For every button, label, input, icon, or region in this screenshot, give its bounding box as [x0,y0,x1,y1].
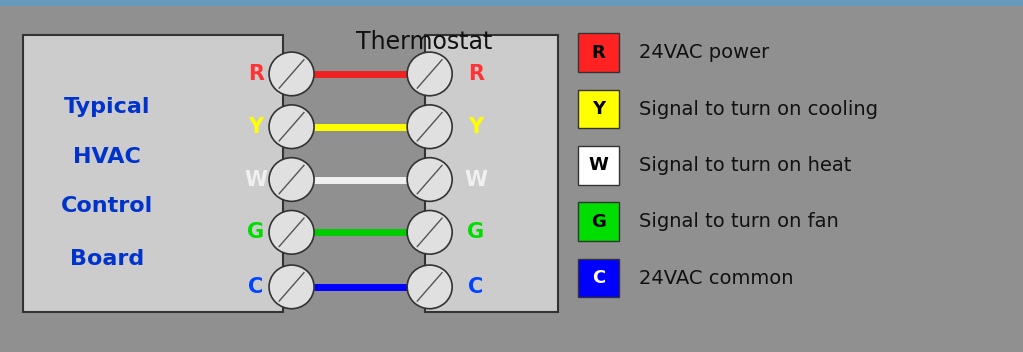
Ellipse shape [269,52,314,96]
Text: Signal to turn on cooling: Signal to turn on cooling [639,100,879,119]
Text: 24VAC power: 24VAC power [639,43,769,62]
Bar [578,146,619,185]
Text: G: G [468,222,484,242]
Text: HVAC: HVAC [74,147,141,166]
Text: Y: Y [249,117,263,137]
Ellipse shape [407,265,452,309]
Text: Y: Y [592,100,605,118]
Text: R: R [468,64,484,84]
Text: 24VAC common: 24VAC common [639,269,794,288]
Text: C: C [469,277,483,297]
Ellipse shape [269,265,314,309]
Text: W: W [464,170,487,189]
Text: C: C [249,277,263,297]
Text: Signal to turn on heat: Signal to turn on heat [639,156,852,175]
Bar [425,35,558,312]
Text: W: W [588,156,609,175]
Ellipse shape [407,210,452,254]
Text: W: W [244,170,267,189]
Ellipse shape [407,105,452,149]
Text: C: C [592,269,605,287]
Bar [578,259,619,297]
Text: Thermostat: Thermostat [356,30,493,54]
Bar [578,90,619,128]
Text: Board: Board [71,249,144,269]
Text: Typical: Typical [64,98,150,117]
Text: Signal to turn on fan: Signal to turn on fan [639,212,839,231]
Ellipse shape [407,158,452,201]
Bar [578,202,619,241]
Bar [578,33,619,72]
Bar [23,35,283,312]
Text: Control: Control [61,196,153,216]
Text: R: R [248,64,264,84]
Text: G: G [248,222,264,242]
Text: R: R [591,44,606,62]
Ellipse shape [269,105,314,149]
Ellipse shape [269,158,314,201]
Text: Y: Y [469,117,483,137]
Ellipse shape [407,52,452,96]
Text: G: G [591,213,606,231]
Ellipse shape [269,210,314,254]
Bar [0,0,1023,6]
